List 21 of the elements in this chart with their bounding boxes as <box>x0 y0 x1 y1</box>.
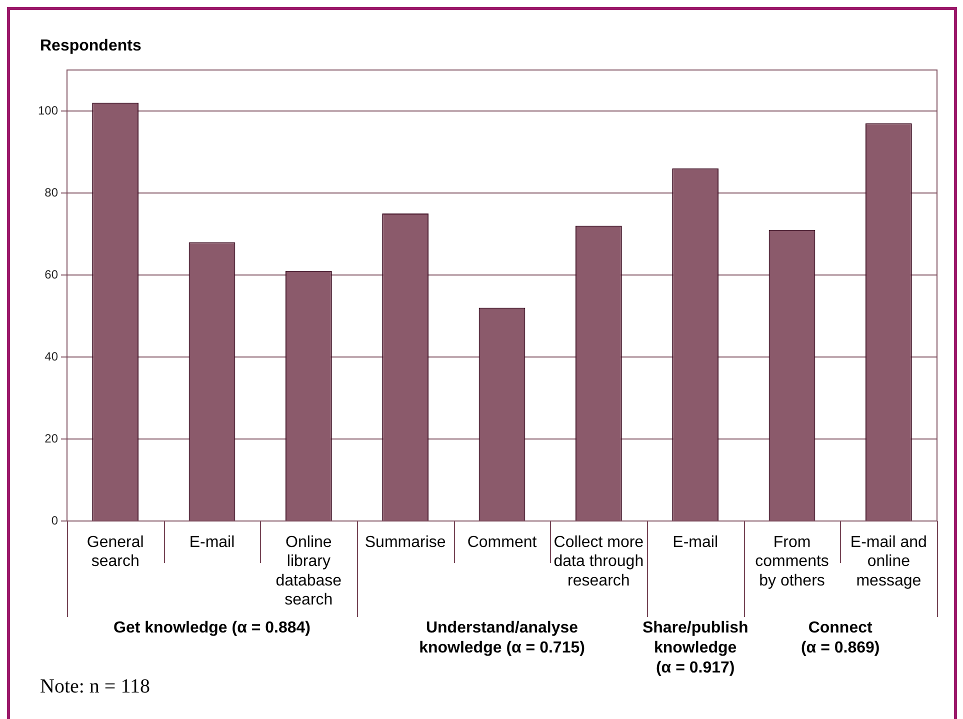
x-tick-label: Comment <box>467 534 538 552</box>
x-tick-label: E-mail and online message <box>850 534 927 590</box>
x-tick-label: General search <box>86 534 144 570</box>
y-tick-label: 40 <box>44 349 58 364</box>
text: Note: n = 118 <box>40 675 150 698</box>
x-tick-label: E-mail <box>189 534 235 552</box>
x-tick-label: From comments by others <box>755 534 829 590</box>
x-tick-label: Online library database search <box>276 534 342 609</box>
y-tick-label: 100 <box>38 103 58 118</box>
x-tick-label: Summarise <box>364 534 446 552</box>
y-axis-title: Respondents <box>40 37 142 54</box>
text: Understand/analyse knowledge (α = 0.715) <box>419 619 585 656</box>
y-tick-label: 0 <box>51 513 58 528</box>
x-tick-label: Collect more data through research <box>554 534 644 590</box>
y-tick-label: 60 <box>44 267 58 282</box>
y-tick-label: 80 <box>44 185 58 200</box>
y-tick-label: 20 <box>44 431 58 446</box>
text: Share/publish knowledge (α = 0.917) <box>642 619 748 676</box>
text: Get knowledge (α = 0.884) <box>113 619 311 636</box>
x-tick-label: E-mail <box>672 534 718 552</box>
text: Connect (α = 0.869) <box>800 619 880 656</box>
